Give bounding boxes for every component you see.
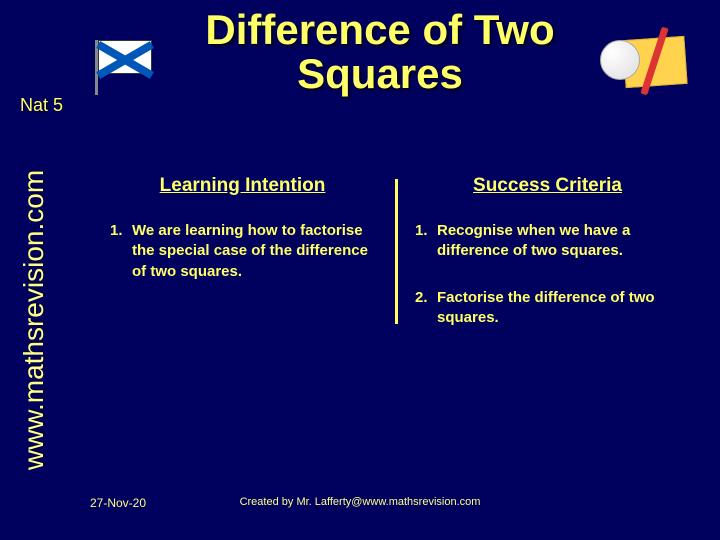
left-column: Learning Intention 1. We are learning ho… [90,175,395,475]
slide: Difference of Two Squares Nat 5 www.math… [0,0,720,540]
right-item: 2. Factorise the difference of two squar… [409,288,686,329]
right-heading: Success Criteria [409,175,686,197]
level-label: Nat 5 [20,95,63,116]
stationery-clipart [598,18,698,108]
sidebar-url: www.mathsrevision.com [18,170,50,470]
column-divider [395,179,398,324]
item-number: 1. [415,221,437,262]
item-text: Factorise the difference of two squares. [437,288,680,329]
left-item: 1. We are learning how to factorise the … [104,221,381,282]
content-area: Learning Intention 1. We are learning ho… [90,175,700,475]
item-number: 1. [110,221,132,282]
slide-title: Difference of Two Squares [180,8,580,96]
footer-credit: Created by Mr. Lafferty@www.mathsrevisio… [0,496,720,508]
item-text: We are learning how to factorise the spe… [132,221,375,282]
right-item: 1. Recognise when we have a difference o… [409,221,686,262]
item-number: 2. [415,288,437,329]
sidebar: www.mathsrevision.com [14,170,54,470]
item-text: Recognise when we have a difference of t… [437,221,680,262]
right-column: Success Criteria 1. Recognise when we ha… [395,175,700,475]
flag-icon [98,40,152,74]
left-heading: Learning Intention [104,175,381,197]
